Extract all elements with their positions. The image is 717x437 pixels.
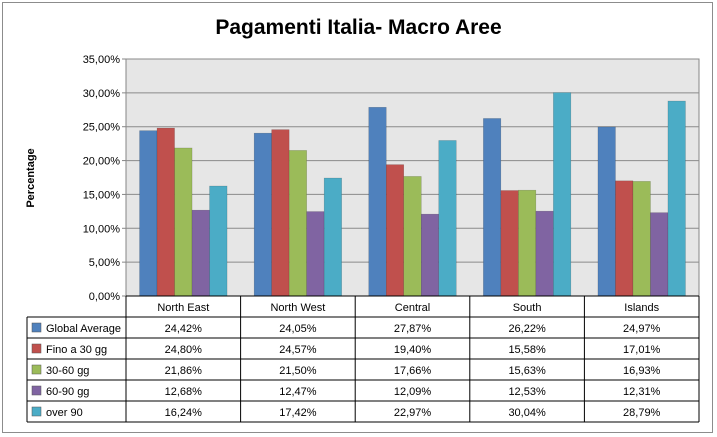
- bar: [323, 177, 342, 297]
- bar: [615, 180, 634, 297]
- legend-label: Fino a 30 gg: [46, 344, 107, 356]
- data-cell: 12,31%: [623, 386, 661, 398]
- x-category-label: Islands: [624, 302, 659, 314]
- bar: [535, 210, 554, 297]
- data-cell: 15,63%: [508, 365, 546, 377]
- y-tick-label: 10,00%: [83, 223, 121, 235]
- data-cell: 30,04%: [508, 407, 546, 419]
- bar: [271, 129, 290, 297]
- legend-label: over 90: [46, 407, 83, 419]
- data-cell: 12,47%: [279, 386, 317, 398]
- legend-label: 60-90 gg: [46, 386, 89, 398]
- data-cell: 17,66%: [394, 365, 432, 377]
- data-cell: 27,87%: [394, 323, 432, 335]
- y-tick-label: 35,00%: [83, 54, 121, 66]
- data-cell: 12,68%: [165, 386, 203, 398]
- bar: [438, 140, 457, 297]
- legend-swatch: [31, 364, 42, 375]
- x-category-label: North West: [270, 302, 325, 314]
- bar: [253, 132, 272, 297]
- legend-swatch: [31, 406, 42, 417]
- bar: [368, 107, 387, 297]
- data-cell: 28,79%: [623, 407, 661, 419]
- y-tick-label: 15,00%: [83, 189, 121, 201]
- legend-swatch: [31, 343, 42, 354]
- legend-label: Global Average: [46, 323, 121, 335]
- bar: [553, 92, 572, 297]
- x-category-label: North East: [157, 302, 209, 314]
- x-category-label: South: [513, 302, 542, 314]
- data-cell: 24,05%: [279, 323, 317, 335]
- y-tick-label: 20,00%: [83, 156, 121, 168]
- data-cell: 24,57%: [279, 344, 317, 356]
- data-cell: 21,86%: [165, 365, 203, 377]
- bar: [403, 176, 422, 297]
- data-cell: 21,50%: [279, 365, 317, 377]
- y-tick-label: 0,00%: [89, 291, 120, 303]
- data-cell: 19,40%: [394, 344, 432, 356]
- y-tick-label: 30,00%: [83, 88, 121, 100]
- bar: [632, 181, 651, 297]
- bar: [209, 185, 228, 297]
- data-cell: 12,53%: [508, 386, 546, 398]
- chart-title: Pagamenti Italia- Macro Aree: [215, 16, 502, 39]
- bar: [306, 211, 325, 297]
- legend-label: 30-60 gg: [46, 365, 89, 377]
- data-cell: 24,42%: [165, 323, 203, 335]
- y-tick-label: 5,00%: [89, 257, 120, 269]
- bar: [421, 213, 439, 297]
- bar: [483, 118, 502, 297]
- bar: [597, 126, 616, 297]
- data-cell: 22,97%: [394, 407, 432, 419]
- data-cell: 26,22%: [508, 323, 546, 335]
- legend-swatch: [31, 322, 42, 333]
- bar: [139, 130, 158, 297]
- bar: [386, 164, 404, 297]
- bar: [191, 209, 210, 297]
- y-tick-label: 25,00%: [83, 122, 121, 134]
- data-cell: 24,97%: [623, 323, 661, 335]
- data-cell: 24,80%: [165, 344, 203, 356]
- bar: [288, 150, 307, 297]
- data-cell: 16,93%: [623, 365, 661, 377]
- data-cell: 12,09%: [394, 386, 432, 398]
- data-cell: 17,42%: [279, 407, 317, 419]
- data-cell: 17,01%: [623, 344, 661, 356]
- bar: [156, 127, 175, 297]
- bar: [518, 189, 537, 297]
- bar: [667, 100, 686, 297]
- data-cell: 16,24%: [165, 407, 203, 419]
- legend-swatch: [31, 385, 42, 396]
- data-cell: 15,58%: [508, 344, 546, 356]
- bar: [500, 190, 519, 297]
- bar: [174, 147, 193, 297]
- bar: [650, 212, 669, 297]
- x-category-label: Central: [395, 302, 430, 314]
